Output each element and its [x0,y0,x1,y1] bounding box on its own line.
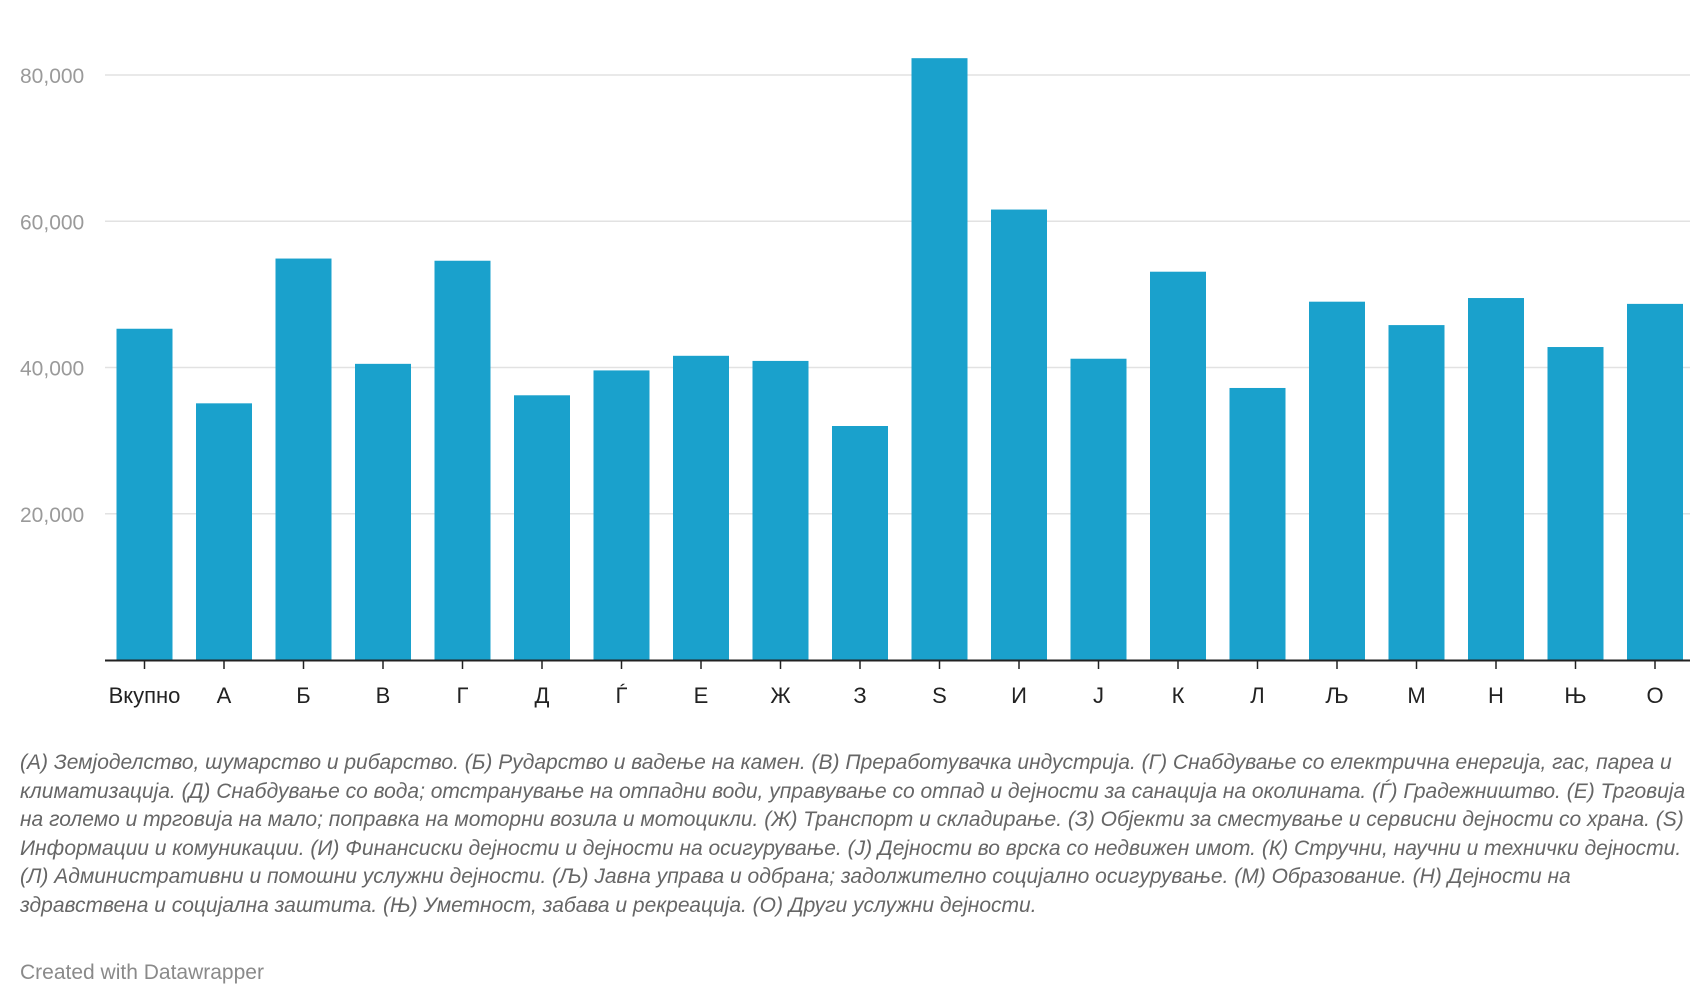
y-tick-label: 80,000 [20,65,84,88]
datawrapper-credit: Created with Datawrapper [20,961,264,984]
x-tick-label: З [853,683,866,708]
bar [355,363,411,660]
x-tick-label: М [1407,683,1425,708]
bar [1229,387,1286,660]
x-tick-label: К [1172,683,1185,708]
x-tick-label: Ж [770,683,791,708]
bar [673,355,729,660]
bar [434,260,491,660]
x-tick-label: Ѓ [616,683,628,708]
chart-notes: (А) Земјоделство, шумарство и рибарство.… [20,751,1686,917]
bar-chart: 20,000 40,000 60,000 80,000 Вкупно А Б В Г Д Ѓ Е Ж З S… [20,58,1690,708]
bar [911,58,968,660]
bar [196,403,252,660]
x-tick-label: Н [1488,683,1504,708]
bar [275,258,332,660]
x-tick-label: Г [457,683,469,708]
x-tick-label: Б [296,683,310,708]
bar [991,209,1047,661]
x-tick-label: Л [1250,683,1264,708]
x-tick-label: В [376,683,391,708]
x-tick-label: Д [535,683,550,708]
bar [1150,271,1206,660]
x-tick-label: И [1011,683,1027,708]
y-tick-label: 60,000 [20,211,84,234]
bar [1070,358,1127,660]
y-tick-label: 20,000 [20,504,84,527]
x-tick-label: Љ [1325,683,1348,708]
x-tick-label: Ј [1093,683,1104,708]
bar [832,426,888,660]
bar [593,370,650,660]
bar [116,328,173,660]
bar [1388,325,1445,660]
bar [1468,298,1524,660]
bar [514,395,570,660]
x-tick-label: А [217,683,232,708]
x-tick-label: Е [694,683,709,708]
bar [1309,301,1365,660]
x-tick-label: Вкупно [109,683,181,708]
bar [752,360,809,660]
x-tick-label: Њ [1564,683,1586,708]
x-tick-label: О [1646,683,1663,708]
bar [1627,303,1683,660]
y-tick-label: 40,000 [20,358,84,381]
x-tick-label: S [932,683,947,708]
bar [1547,347,1604,660]
